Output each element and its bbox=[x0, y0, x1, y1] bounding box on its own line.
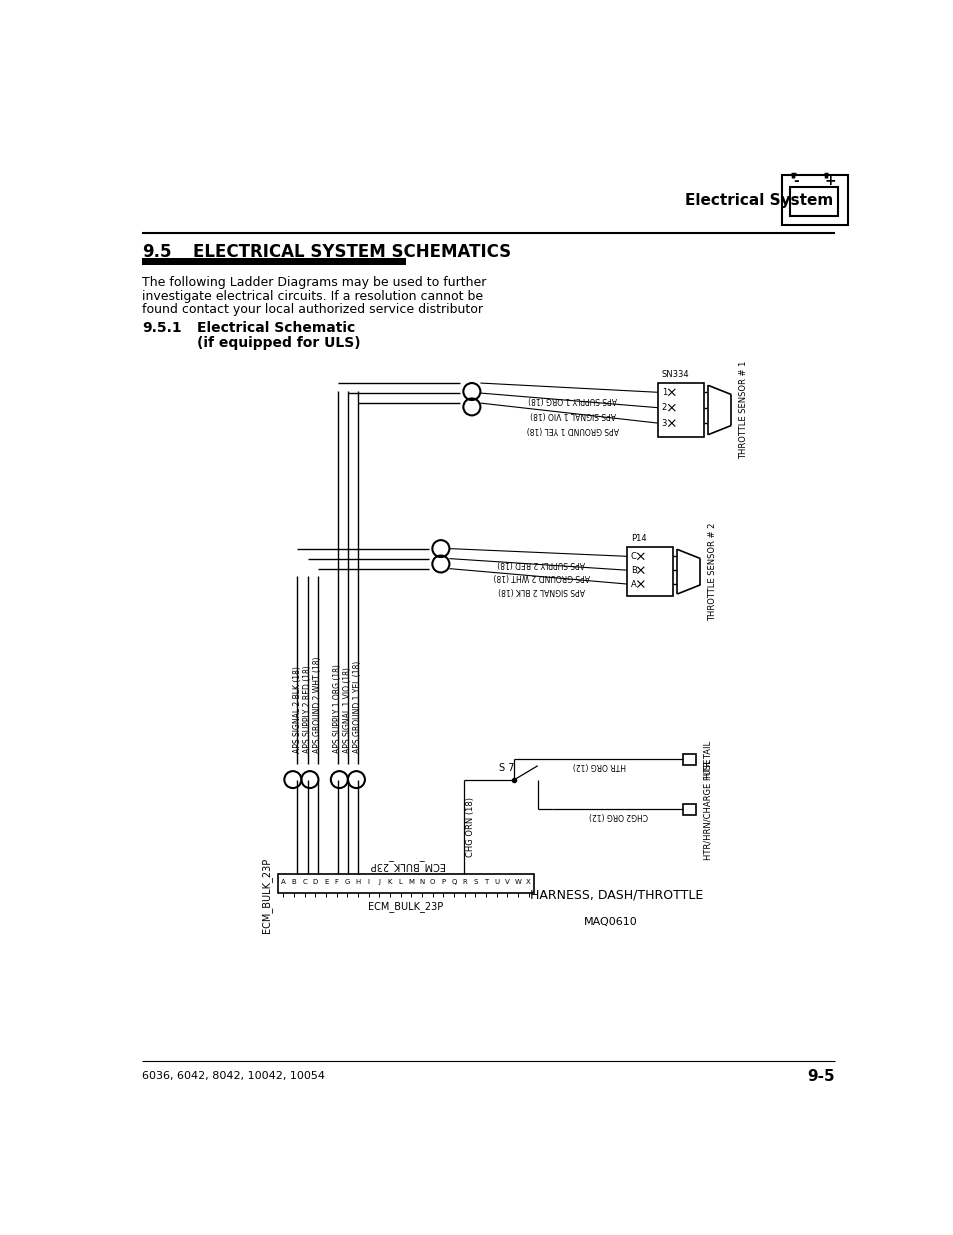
Text: R: R bbox=[462, 878, 467, 884]
Bar bbox=[682, 755, 695, 764]
Text: C: C bbox=[630, 552, 636, 561]
Text: APS GROUND 1 YEL (18): APS GROUND 1 YEL (18) bbox=[353, 661, 362, 752]
Text: APS SUPPLY 1 ORG (18): APS SUPPLY 1 ORG (18) bbox=[528, 395, 617, 404]
Text: V: V bbox=[504, 878, 509, 884]
Text: 9.5: 9.5 bbox=[142, 243, 172, 261]
Text: ECM_BULK_23P: ECM_BULK_23P bbox=[368, 902, 443, 913]
Text: X: X bbox=[526, 878, 531, 884]
Text: H: H bbox=[355, 878, 360, 884]
Text: APS GROUND 2 WHT (18): APS GROUND 2 WHT (18) bbox=[313, 656, 322, 752]
Text: CHG2 ORG (12): CHG2 ORG (12) bbox=[588, 811, 647, 820]
Bar bbox=[789, 188, 838, 216]
Text: ELECTRICAL SYSTEM SCHEMATICS: ELECTRICAL SYSTEM SCHEMATICS bbox=[193, 243, 511, 261]
Text: S: S bbox=[473, 878, 476, 884]
Text: APS SUPPLY 1 ORG (18): APS SUPPLY 1 ORG (18) bbox=[333, 663, 342, 752]
Polygon shape bbox=[707, 385, 731, 435]
Text: HTR ORG (12): HTR ORG (12) bbox=[572, 761, 625, 771]
Text: APS SUPPLY 2 RED (18): APS SUPPLY 2 RED (18) bbox=[497, 558, 585, 568]
Text: APS GROUND 2 WHT (18): APS GROUND 2 WHT (18) bbox=[493, 573, 589, 582]
Text: B: B bbox=[630, 566, 636, 574]
Text: D: D bbox=[313, 878, 317, 884]
Text: ECM_BULK_23P: ECM_BULK_23P bbox=[368, 861, 443, 872]
Text: Q: Q bbox=[451, 878, 456, 884]
Text: 3: 3 bbox=[661, 419, 666, 427]
Text: found contact your local authorized service distributor: found contact your local authorized serv… bbox=[142, 303, 483, 316]
Bar bbox=[142, 258, 406, 266]
Bar bbox=[278, 873, 534, 893]
Text: G: G bbox=[344, 878, 350, 884]
Text: -: - bbox=[792, 174, 798, 188]
Text: A: A bbox=[630, 579, 636, 589]
Text: THROTTLE SENSOR # 1: THROTTLE SENSOR # 1 bbox=[738, 361, 747, 459]
Text: B: B bbox=[292, 878, 296, 884]
Text: E: E bbox=[324, 878, 328, 884]
Text: The following Ladder Diagrams may be used to further: The following Ladder Diagrams may be use… bbox=[142, 277, 486, 289]
Text: (if equipped for ULS): (if equipped for ULS) bbox=[196, 336, 360, 350]
Text: I: I bbox=[367, 878, 370, 884]
Text: F: F bbox=[335, 878, 338, 884]
Text: SN334: SN334 bbox=[661, 370, 689, 379]
Text: O: O bbox=[430, 878, 435, 884]
Bar bbox=[781, 175, 847, 225]
Text: T: T bbox=[483, 878, 488, 884]
Text: Electrical System: Electrical System bbox=[684, 193, 832, 207]
Text: HTR TAIL: HTR TAIL bbox=[703, 741, 712, 778]
Text: A: A bbox=[281, 878, 286, 884]
Text: APS SIGNAL 2 BLK (18): APS SIGNAL 2 BLK (18) bbox=[293, 666, 302, 752]
Text: HTR/HRN/CHARGE FUSE: HTR/HRN/CHARGE FUSE bbox=[703, 760, 712, 861]
Text: HARNESS, DASH/THROTTLE: HARNESS, DASH/THROTTLE bbox=[530, 889, 702, 902]
Text: APS SUPPLY 2 RED (18): APS SUPPLY 2 RED (18) bbox=[303, 664, 312, 752]
Text: APS SIGNAL 2 BLK (18): APS SIGNAL 2 BLK (18) bbox=[497, 587, 584, 595]
Text: L: L bbox=[398, 878, 402, 884]
Bar bbox=[626, 547, 673, 597]
Text: +: + bbox=[823, 174, 835, 188]
Text: 6036, 6042, 8042, 10042, 10054: 6036, 6042, 8042, 10042, 10054 bbox=[142, 1071, 325, 1081]
Text: N: N bbox=[419, 878, 424, 884]
Text: investigate electrical circuits. If a resolution cannot be: investigate electrical circuits. If a re… bbox=[142, 289, 483, 303]
Bar bbox=[658, 383, 703, 437]
Text: Electrical Schematic: Electrical Schematic bbox=[196, 321, 355, 335]
Text: K: K bbox=[387, 878, 392, 884]
Text: CHG ORN (18): CHG ORN (18) bbox=[466, 797, 475, 857]
Text: 2: 2 bbox=[661, 403, 666, 412]
Text: S 7: S 7 bbox=[498, 763, 514, 773]
Text: U: U bbox=[494, 878, 498, 884]
Text: P: P bbox=[441, 878, 445, 884]
Text: THROTTLE SENSOR # 2: THROTTLE SENSOR # 2 bbox=[707, 522, 716, 621]
Text: P14: P14 bbox=[630, 535, 646, 543]
Text: MAQ0610: MAQ0610 bbox=[583, 918, 638, 927]
Text: APS GROUND 1 YEL (18): APS GROUND 1 YEL (18) bbox=[526, 425, 618, 435]
Text: 1: 1 bbox=[661, 388, 666, 396]
Text: APS SIGNAL 1 VIO (18): APS SIGNAL 1 VIO (18) bbox=[529, 410, 615, 419]
Text: C: C bbox=[302, 878, 307, 884]
Text: APS SIGNAL 1 VIO (18): APS SIGNAL 1 VIO (18) bbox=[343, 667, 352, 752]
Text: 9.5.1: 9.5.1 bbox=[142, 321, 182, 335]
Text: M: M bbox=[408, 878, 414, 884]
Text: 9-5: 9-5 bbox=[807, 1068, 835, 1083]
Bar bbox=[682, 804, 695, 815]
Text: W: W bbox=[514, 878, 520, 884]
Text: ECM_BULK_23P: ECM_BULK_23P bbox=[261, 857, 272, 932]
Text: J: J bbox=[378, 878, 380, 884]
